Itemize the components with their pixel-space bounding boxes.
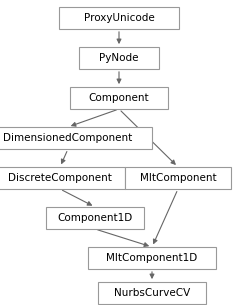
Text: MltComponent1D: MltComponent1D bbox=[106, 253, 198, 263]
FancyBboxPatch shape bbox=[98, 282, 206, 304]
Text: PyNode: PyNode bbox=[99, 53, 139, 63]
FancyBboxPatch shape bbox=[70, 87, 168, 109]
FancyBboxPatch shape bbox=[125, 167, 231, 189]
Text: DiscreteComponent: DiscreteComponent bbox=[8, 173, 112, 183]
FancyBboxPatch shape bbox=[59, 7, 179, 29]
Text: ProxyUnicode: ProxyUnicode bbox=[84, 13, 154, 23]
Text: Component1D: Component1D bbox=[57, 213, 133, 223]
FancyBboxPatch shape bbox=[0, 127, 152, 149]
FancyBboxPatch shape bbox=[88, 247, 216, 269]
Text: MltComponent: MltComponent bbox=[140, 173, 216, 183]
Text: NurbsCurveCV: NurbsCurveCV bbox=[114, 288, 190, 298]
Text: Component: Component bbox=[89, 93, 149, 103]
FancyBboxPatch shape bbox=[46, 207, 144, 229]
FancyBboxPatch shape bbox=[79, 47, 159, 69]
Text: DimensionedComponent: DimensionedComponent bbox=[3, 133, 133, 143]
FancyBboxPatch shape bbox=[0, 167, 125, 189]
